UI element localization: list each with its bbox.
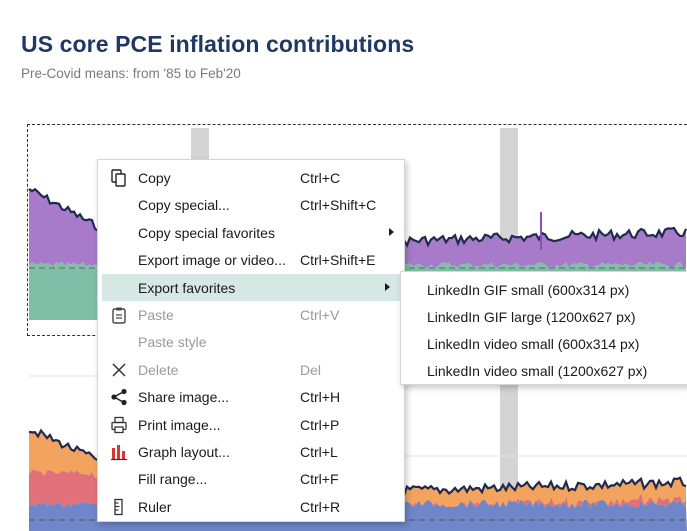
menu-item-shortcut: Ctrl+V [300, 306, 340, 323]
chart-subtitle: Pre-Covid means: from '85 to Feb'20 [21, 66, 241, 81]
menu-item-label: Print image... [138, 416, 221, 433]
ruler-icon [109, 498, 129, 516]
menu-item-ruler[interactable]: Ruler Ctrl+R [98, 493, 404, 520]
menu-item-copy-special[interactable]: Copy special... Ctrl+Shift+C [98, 191, 404, 218]
menu-item-delete: Delete Del [98, 356, 404, 383]
chart-title: US core PCE inflation contributions [21, 31, 415, 57]
menu-item-label: Share image... [138, 389, 230, 406]
menu-item-paste-style: Paste style [98, 328, 404, 355]
menu-item-label: Graph layout... [138, 443, 230, 460]
submenu-item-linkedin-gif-large-1200x627-px[interactable]: LinkedIn GIF large (1200x627 px) [401, 303, 687, 330]
menu-item-shortcut: Ctrl+H [300, 389, 341, 406]
delete-x-icon [109, 361, 129, 379]
export-favorites-submenu: LinkedIn GIF small (600x314 px) LinkedIn … [400, 271, 687, 385]
menu-item-copy-special-favorites[interactable]: Copy special favorites [98, 219, 404, 246]
menu-item-fill-range[interactable]: Fill range... Ctrl+F [98, 465, 404, 492]
submenu-arrow-icon [389, 227, 394, 236]
share-icon [109, 388, 129, 406]
menu-item-label: Ruler [138, 498, 172, 515]
submenu-item-label: LinkedIn GIF small (600x314 px) [427, 282, 630, 298]
menu-item-graph-layout[interactable]: Graph layout... Ctrl+L [98, 438, 404, 465]
menu-item-label: Export favorites [138, 279, 236, 296]
clipboard-icon [109, 306, 129, 324]
submenu-item-label: LinkedIn video small (1200x627 px) [427, 363, 648, 379]
menu-item-print-image[interactable]: Print image... Ctrl+P [98, 411, 404, 438]
menu-item-label: Fill range... [138, 471, 208, 488]
menu-item-shortcut: Del [300, 361, 322, 378]
menu-item-shortcut: Ctrl+F [300, 471, 339, 488]
graph-layout-icon [109, 443, 129, 461]
menu-item-label: Paste [138, 306, 174, 323]
copy-icon [109, 169, 129, 187]
menu-item-label: Paste style [138, 334, 207, 351]
submenu-arrow-icon [385, 282, 390, 291]
menu-item-shortcut: Ctrl+R [300, 498, 341, 515]
submenu-item-label: LinkedIn GIF large (1200x627 px) [427, 309, 636, 325]
submenu-item-label: LinkedIn video small (600x314 px) [427, 336, 640, 352]
menu-item-share-image[interactable]: Share image... Ctrl+H [98, 383, 404, 410]
menu-item-label: Delete [138, 361, 179, 378]
menu-item-shortcut: Ctrl+Shift+E [300, 252, 376, 269]
submenu-item-linkedin-video-small-1200x627-px[interactable]: LinkedIn video small (1200x627 px) [401, 357, 687, 384]
menu-item-label: Copy [138, 170, 171, 186]
context-menu: Copy Ctrl+C Copy special... Ctrl+Shift+C Cop… [97, 159, 405, 522]
menu-item-shortcut: Ctrl+Shift+C [300, 197, 377, 214]
menu-item-export-favorites[interactable]: Export favorites [102, 273, 400, 301]
submenu-item-linkedin-video-small-600x314-px[interactable]: LinkedIn video small (600x314 px) [401, 330, 687, 357]
menu-item-label: Export image or video... [138, 252, 286, 269]
menu-item-shortcut: Ctrl+L [300, 443, 338, 460]
menu-item-export-image-or-video[interactable]: Export image or video... Ctrl+Shift+E [98, 246, 404, 273]
menu-item-shortcut: Ctrl+P [300, 416, 340, 433]
printer-icon [109, 416, 129, 434]
menu-item-copy[interactable]: Copy Ctrl+C [98, 164, 404, 191]
menu-item-label: Copy special... [138, 197, 230, 214]
menu-item-label: Copy special favorites [138, 224, 275, 241]
submenu-item-linkedin-gif-small-600x314-px[interactable]: LinkedIn GIF small (600x314 px) [401, 276, 687, 303]
menu-item-paste: Paste Ctrl+V [98, 301, 404, 328]
menu-item-shortcut: Ctrl+C [300, 170, 341, 186]
